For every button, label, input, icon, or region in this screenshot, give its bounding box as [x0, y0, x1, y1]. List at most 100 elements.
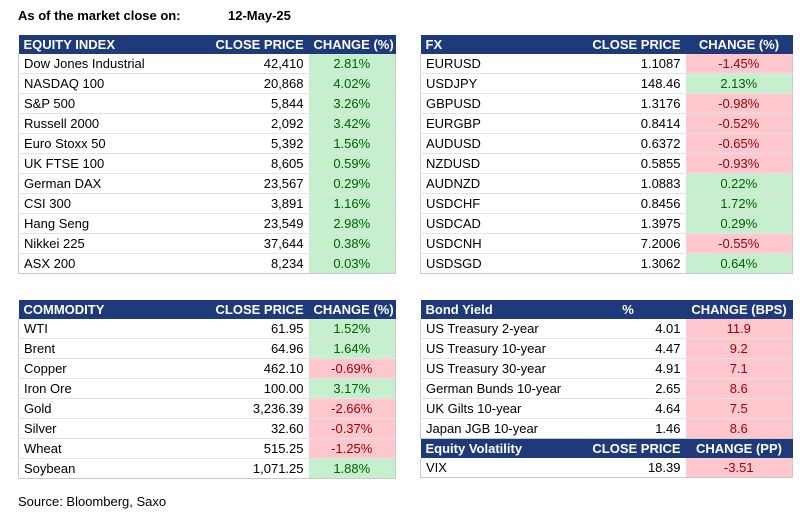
fx-close-cell: 1.3062 — [570, 253, 686, 274]
equity-name-cell: Euro Stoxx 50 — [18, 133, 211, 154]
fx-close-cell: 0.5855 — [570, 153, 686, 174]
volatility-change-cell: -3.51 — [685, 458, 793, 478]
fx-row: USDCHF 0.8456 1.72% — [420, 193, 793, 214]
as-of-label: As of the market close on: — [18, 8, 181, 23]
fx-name-cell: NZDUSD — [420, 153, 571, 174]
fx-close-cell: 1.1087 — [570, 54, 686, 74]
equity-row: Dow Jones Industrial 42,410 2.81% — [18, 54, 396, 74]
bond-row: UK Gilts 10-year 4.64 7.5 — [420, 398, 793, 419]
bond-close-cell: 4.64 — [570, 398, 686, 419]
fx-change-cell: 0.22% — [685, 173, 793, 194]
equity-change-cell: 1.56% — [308, 133, 396, 154]
equity-name-cell: Dow Jones Industrial — [18, 54, 211, 74]
fx-name-cell: USDSGD — [420, 253, 571, 274]
equity-name-cell: CSI 300 — [18, 193, 211, 214]
equity-change-cell: 4.02% — [308, 73, 396, 94]
commodity-row: Brent 64.96 1.64% — [18, 338, 396, 359]
bond-change-cell: 8.6 — [685, 418, 793, 439]
commodity-header-close: CLOSE PRICE — [210, 300, 309, 319]
equity-name-cell: Russell 2000 — [18, 113, 211, 134]
equity-header-change: CHANGE (%) — [308, 35, 396, 54]
equity-change-cell: 2.81% — [308, 54, 396, 74]
fx-close-cell: 0.8414 — [570, 113, 686, 134]
equity-row: UK FTSE 100 8,605 0.59% — [18, 153, 396, 174]
bond-row: Japan JGB 10-year 1.46 8.6 — [420, 418, 793, 439]
fx-close-cell: 1.3176 — [570, 93, 686, 114]
equity-close-cell: 2,092 — [210, 113, 309, 134]
equity-close-cell: 20,868 — [210, 73, 309, 94]
commodity-change-cell: 1.64% — [308, 338, 396, 359]
commodity-close-cell: 32.60 — [210, 418, 309, 439]
equity-change-cell: 0.38% — [308, 233, 396, 254]
commodity-name-cell: Gold — [18, 398, 211, 419]
bond-change-cell: 7.5 — [685, 398, 793, 419]
equity-index-table: EQUITY INDEX CLOSE PRICE CHANGE (%) Dow … — [18, 35, 396, 274]
fx-change-cell: 0.64% — [685, 253, 793, 274]
fx-name-cell: GBPUSD — [420, 93, 571, 114]
equity-name-cell: UK FTSE 100 — [18, 153, 211, 174]
fx-row: USDJPY 148.46 2.13% — [420, 73, 793, 94]
equity-name-cell: ASX 200 — [18, 253, 211, 274]
commodity-close-cell: 64.96 — [210, 338, 309, 359]
equity-name-cell: German DAX — [18, 173, 211, 194]
equity-change-cell: 3.42% — [308, 113, 396, 134]
fx-row: EURGBP 0.8414 -0.52% — [420, 113, 793, 134]
fx-change-cell: -0.55% — [685, 233, 793, 254]
volatility-header-change: CHANGE (PP) — [685, 438, 793, 458]
commodity-close-cell: 515.25 — [210, 438, 309, 459]
fx-name-cell: USDJPY — [420, 73, 571, 94]
as-of-date: 12-May-25 — [228, 8, 291, 23]
commodity-name-cell: WTI — [18, 319, 211, 339]
equity-change-cell: 1.16% — [308, 193, 396, 214]
equity-close-cell: 5,844 — [210, 93, 309, 114]
equity-name-cell: Nikkei 225 — [18, 233, 211, 254]
volatility-header-close: CLOSE PRICE — [570, 438, 686, 458]
bond-close-cell: 2.65 — [570, 378, 686, 399]
fx-row: EURUSD 1.1087 -1.45% — [420, 54, 793, 74]
commodity-header-name: COMMODITY — [18, 300, 211, 319]
bond-row: US Treasury 2-year 4.01 11.9 — [420, 319, 793, 339]
fx-close-cell: 1.0883 — [570, 173, 686, 194]
fx-change-cell: -0.52% — [685, 113, 793, 134]
commodity-change-cell: 1.52% — [308, 319, 396, 339]
fx-row: USDCNH 7.2006 -0.55% — [420, 233, 793, 254]
fx-change-cell: 0.29% — [685, 213, 793, 234]
bond-name-cell: US Treasury 10-year — [420, 338, 571, 359]
equity-name-cell: S&P 500 — [18, 93, 211, 114]
commodity-row: Soybean 1,071.25 1.88% — [18, 458, 396, 479]
bond-name-cell: German Bunds 10-year — [420, 378, 571, 399]
volatility-close-cell: 18.39 — [570, 458, 686, 478]
fx-table: FX CLOSE PRICE CHANGE (%) EURUSD 1.1087 -1… — [420, 35, 793, 274]
fx-name-cell: AUDNZD — [420, 173, 571, 194]
equity-row: CSI 300 3,891 1.16% — [18, 193, 396, 214]
equity-change-cell: 3.26% — [308, 93, 396, 114]
commodity-row: Copper 462.10 -0.69% — [18, 358, 396, 379]
commodity-row: Iron Ore 100.00 3.17% — [18, 378, 396, 399]
equity-row: Euro Stoxx 50 5,392 1.56% — [18, 133, 396, 154]
commodity-close-cell: 3,236.39 — [210, 398, 309, 419]
fx-change-cell: 1.72% — [685, 193, 793, 214]
fx-row: NZDUSD 0.5855 -0.93% — [420, 153, 793, 174]
bond-change-cell: 11.9 — [685, 319, 793, 339]
equity-name-cell: NASDAQ 100 — [18, 73, 211, 94]
fx-row: USDSGD 1.3062 0.64% — [420, 253, 793, 274]
commodity-row: Silver 32.60 -0.37% — [18, 418, 396, 439]
volatility-row: VIX 18.39 -3.51 — [420, 458, 793, 478]
commodity-close-cell: 1,071.25 — [210, 458, 309, 479]
equity-change-cell: 0.03% — [308, 253, 396, 274]
bond-row: US Treasury 10-year 4.47 9.2 — [420, 338, 793, 359]
bond-name-cell: Japan JGB 10-year — [420, 418, 571, 439]
commodity-change-cell: -1.25% — [308, 438, 396, 459]
bond-row: German Bunds 10-year 2.65 8.6 — [420, 378, 793, 399]
bond-change-cell: 8.6 — [685, 378, 793, 399]
fx-header-close: CLOSE PRICE — [570, 35, 686, 54]
commodity-row: Gold 3,236.39 -2.66% — [18, 398, 396, 419]
fx-change-cell: 2.13% — [685, 73, 793, 94]
commodity-change-cell: -2.66% — [308, 398, 396, 419]
equity-close-cell: 23,549 — [210, 213, 309, 234]
fx-change-cell: -0.98% — [685, 93, 793, 114]
equity-close-cell: 3,891 — [210, 193, 309, 214]
commodity-name-cell: Copper — [18, 358, 211, 379]
fx-row: AUDUSD 0.6372 -0.65% — [420, 133, 793, 154]
fx-name-cell: EURUSD — [420, 54, 571, 74]
